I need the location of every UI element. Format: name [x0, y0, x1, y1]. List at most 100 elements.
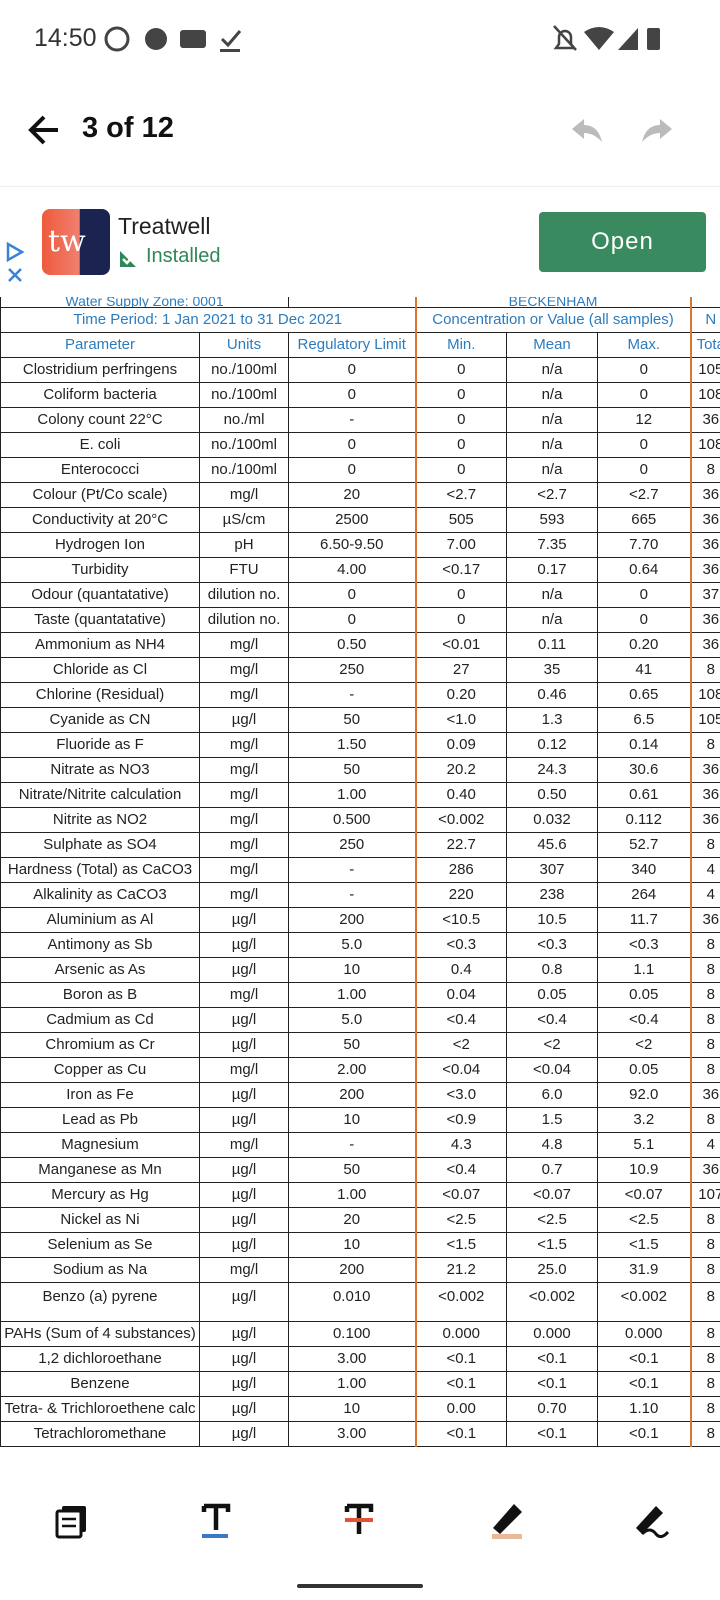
- open-button[interactable]: Open: [539, 212, 706, 272]
- table-cell: 11.7: [596, 907, 692, 933]
- table-cell: 4: [689, 857, 720, 883]
- table-cell: mg/l: [199, 832, 289, 858]
- table-row: Cadmium as Cd µg/l 5.0 <0.4 <0.4 <0.4 8: [0, 1007, 720, 1033]
- table-row: Selenium as Se µg/l 10 <1.5 <1.5 <1.5 8: [0, 1232, 720, 1258]
- table-cell: <0.1: [596, 1346, 692, 1372]
- pages-tool[interactable]: [55, 1506, 86, 1539]
- table-cell: E. coli: [0, 432, 200, 458]
- table-row: Colour (Pt/Co scale) mg/l 20 <2.7 <2.7 <2.7 36: [0, 482, 720, 508]
- table-cell: 31.9: [596, 1257, 692, 1283]
- table-cell: 8: [689, 1257, 720, 1283]
- table-cell: <2.7: [596, 482, 692, 508]
- highlight-tool[interactable]: [492, 1504, 522, 1539]
- table-cell: <0.002: [596, 1282, 692, 1322]
- status-bar: 14:50: [0, 0, 720, 80]
- back-button[interactable]: [24, 110, 64, 150]
- table-cell: 8: [689, 1421, 720, 1447]
- table-cell: 250: [288, 832, 416, 858]
- table-cell: Benzo (a) pyrene: [0, 1282, 200, 1322]
- table-cell: <0.002: [506, 1282, 598, 1322]
- table-row: Chromium as Cr µg/l 50 <2 <2 <2 8: [0, 1032, 720, 1058]
- table-cell: 41: [596, 657, 692, 683]
- table-cell: µg/l: [199, 1082, 289, 1108]
- table-cell: <1.5: [414, 1232, 507, 1258]
- table-cell: <0.002: [414, 1282, 507, 1322]
- ad-choices[interactable]: [5, 241, 27, 287]
- table-cell: -: [288, 682, 416, 708]
- table-cell: n/a: [506, 382, 598, 408]
- table-cell: no./ml: [199, 407, 289, 433]
- table-cell: <2.5: [596, 1207, 692, 1233]
- table-cell: <2: [414, 1032, 507, 1058]
- table-cell: no./100ml: [199, 432, 289, 458]
- table-cell: <0.1: [506, 1346, 598, 1372]
- table-cell: <1.5: [506, 1232, 598, 1258]
- table-cell: Odour (quantatative): [0, 582, 200, 608]
- table-row: Sodium as Na mg/l 200 21.2 25.0 31.9 8: [0, 1257, 720, 1283]
- table-cell: 8: [689, 1107, 720, 1133]
- table-cell: 36: [689, 607, 720, 633]
- table-cell: 36: [689, 907, 720, 933]
- table-row: PAHs (Sum of 4 substances) µg/l 0.100 0.000…: [0, 1321, 720, 1347]
- table-cell: 0.05: [506, 982, 598, 1008]
- table-cell: -: [288, 407, 416, 433]
- table-row: 1,2 dichloroethane µg/l 3.00 <0.1 <0.1 <0.1 8: [0, 1346, 720, 1372]
- bottom-toolbar: [55, 1503, 670, 1588]
- table-row: Nitrate as NO3 mg/l 50 20.2 24.3 30.6 36: [0, 757, 720, 783]
- table-cell: 0: [288, 457, 416, 483]
- table-cell: µS/cm: [199, 507, 289, 533]
- table-cell: no./100ml: [199, 382, 289, 408]
- table-row: Clostridium perfringens no./100ml 0 0 n/a 0 10…: [0, 357, 720, 383]
- table-cell: 37: [689, 582, 720, 608]
- table-cell: µg/l: [199, 1282, 289, 1322]
- table-cell: Mercury as Hg: [0, 1182, 200, 1208]
- table-cell: <0.1: [596, 1371, 692, 1397]
- table-cell: Magnesium: [0, 1132, 200, 1158]
- table-cell: 0: [288, 382, 416, 408]
- draw-tool[interactable]: [636, 1506, 670, 1539]
- text-tool[interactable]: [201, 1503, 231, 1538]
- table-cell: Sodium as Na: [0, 1257, 200, 1283]
- page-indicator: 3 of 12: [82, 112, 174, 144]
- table-cell: Colour (Pt/Co scale): [0, 482, 200, 508]
- table-row: Ammonium as NH4 mg/l 0.50 <0.01 0.11 0.20 36: [0, 632, 720, 658]
- table-cell: 1.00: [288, 782, 416, 808]
- table-cell: 264: [596, 882, 692, 908]
- table-cell: Manganese as Mn: [0, 1157, 200, 1183]
- table-cell: 4.00: [288, 557, 416, 583]
- column-header: Tota: [689, 332, 720, 358]
- table-cell: 200: [288, 1257, 416, 1283]
- table-cell: 50: [288, 1032, 416, 1058]
- table-row: Iron as Fe µg/l 200 <3.0 6.0 92.0 36: [0, 1082, 720, 1108]
- table-cell: Alkalinity as CaCO3: [0, 882, 200, 908]
- table-cell: 0.64: [596, 557, 692, 583]
- table-cell: 8: [689, 1207, 720, 1233]
- table-cell: 220: [414, 882, 507, 908]
- ad-banner[interactable]: tw Treatwell Installed Open: [0, 186, 720, 297]
- table-cell: 2500: [288, 507, 416, 533]
- table-cell: 1.00: [288, 982, 416, 1008]
- table-cell: 1,2 dichloroethane: [0, 1346, 200, 1372]
- undo-redo[interactable]: [568, 116, 678, 148]
- table-row: Odour (quantatative) dilution no. 0 0 n/a 0 37: [0, 582, 720, 608]
- strikethrough-tool[interactable]: [344, 1503, 374, 1534]
- table-row: Aluminium as Al µg/l 200 <10.5 10.5 11.7 36: [0, 907, 720, 933]
- table-cell: Cadmium as Cd: [0, 1007, 200, 1033]
- table-cell: mg/l: [199, 682, 289, 708]
- table-row: Arsenic as As µg/l 10 0.4 0.8 1.1 8: [0, 957, 720, 983]
- table-cell: 25.0: [506, 1257, 598, 1283]
- table-cell: 0: [288, 432, 416, 458]
- table-cell: 1.1: [596, 957, 692, 983]
- notification-icons: [104, 26, 242, 52]
- group-header: N: [689, 307, 720, 333]
- table-cell: 108: [689, 432, 720, 458]
- table-cell: 21.2: [414, 1257, 507, 1283]
- table-cell: 0.05: [596, 1057, 692, 1083]
- table-cell: 0.61: [596, 782, 692, 808]
- home-indicator: [297, 1584, 423, 1588]
- table-cell: dilution no.: [199, 607, 289, 633]
- table-cell: 0.50: [506, 782, 598, 808]
- table-cell: 505: [414, 507, 507, 533]
